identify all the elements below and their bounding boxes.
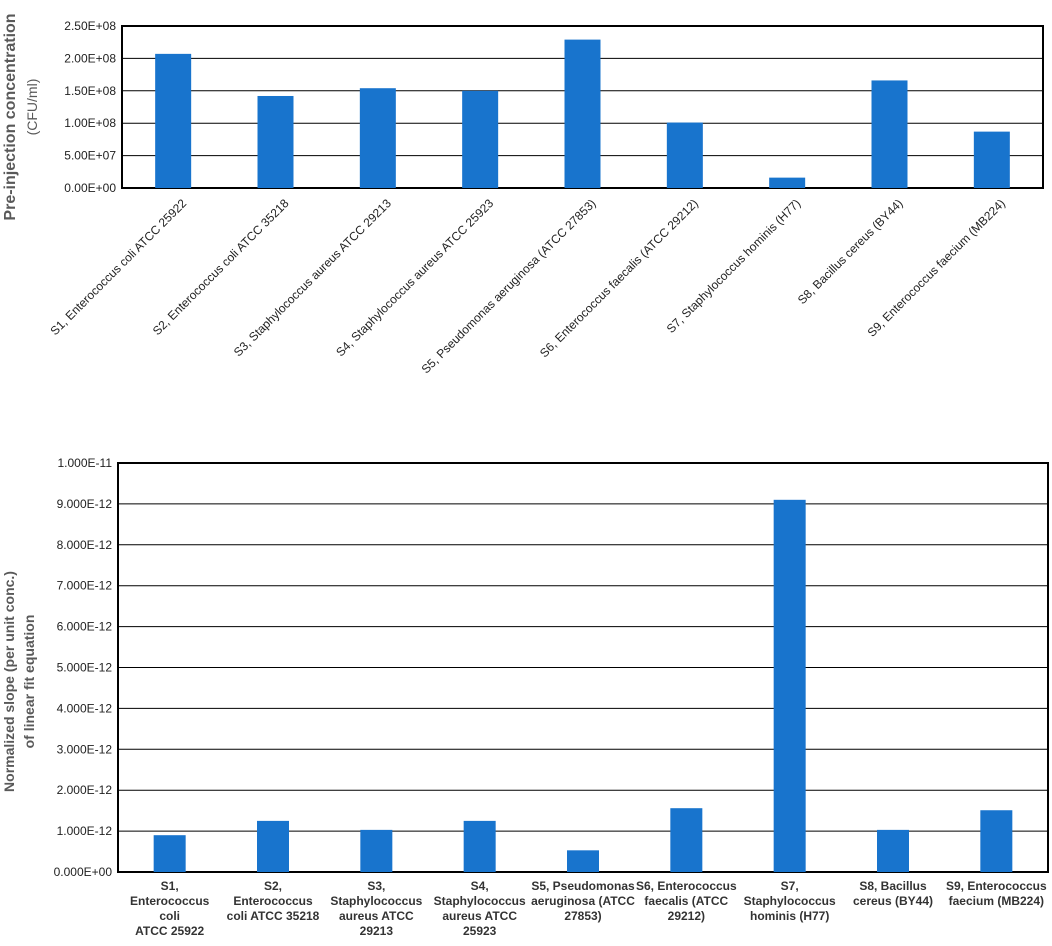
y-tick-label: 9.000E-12	[57, 497, 113, 511]
x-tick-label: 29212)	[668, 909, 705, 923]
bar	[973, 131, 1010, 188]
x-tick-label: S6, Enterococcus	[636, 879, 737, 893]
x-tick-label: S9, Enterococcus	[946, 879, 1047, 893]
bar	[773, 499, 806, 872]
bar	[153, 835, 186, 872]
x-tick-label: S8, Bacillus cereus (BY44)	[795, 196, 906, 307]
y-tick-label: 2.00E+08	[64, 51, 116, 65]
x-tick-label: S5, Pseudomonas	[531, 879, 635, 893]
x-tick-label: faecalis (ATCC	[644, 894, 728, 908]
y-tick-label: 2.000E-12	[57, 783, 113, 797]
x-tick-label: aeruginosa (ATCC	[531, 894, 635, 908]
x-tick-label: S4, Staphylococcus aureus ATCC 25923	[333, 196, 496, 359]
y-tick-label: 4.000E-12	[57, 701, 113, 715]
y-tick-label: 5.00E+07	[64, 149, 116, 163]
x-tick-label: S4,	[471, 879, 489, 893]
x-tick-label: S3,	[367, 879, 385, 893]
x-tick-label: ATCC 25922	[135, 924, 204, 938]
bar	[980, 810, 1013, 872]
bar	[462, 90, 499, 188]
bar	[670, 808, 703, 872]
y-tick-label: 1.50E+08	[64, 84, 116, 98]
x-tick-label: faecium (MB224)	[949, 894, 1044, 908]
x-tick-label: hominis (H77)	[750, 909, 829, 923]
x-tick-label: Enterococcus	[233, 894, 313, 908]
y-axis-label-line2: of linear fit equation	[21, 615, 37, 749]
bar	[564, 39, 601, 188]
y-tick-label: 2.50E+08	[64, 19, 116, 33]
x-tick-label: S5, Pseudomonas aeruginosa (ATCC 27853)	[419, 196, 599, 376]
y-axis-label-unit: (CFU/ml)	[24, 79, 40, 136]
y-tick-label: 3.000E-12	[57, 742, 113, 756]
bar	[877, 829, 909, 872]
chart-top: 0.00E+00 5.00E+07 1.00E+08 1.50E+08 2.00E+08…	[2, 13, 1044, 376]
bar	[359, 88, 396, 188]
x-tick-label: S2,	[264, 879, 282, 893]
y-tick-label: 1.000E-12	[57, 824, 113, 838]
x-tick-label: 25923	[463, 924, 497, 938]
x-tick-label: Staphylococcus	[744, 894, 836, 908]
y-tick-label: 1.00E+08	[64, 116, 116, 130]
x-tick-label: Staphylococcus	[330, 894, 422, 908]
y-tick-label: 5.000E-12	[57, 661, 113, 675]
x-tick-label: cereus (BY44)	[853, 894, 933, 908]
bar	[155, 53, 192, 188]
y-axis-label: Pre-injection concentration	[2, 13, 19, 220]
x-tick-label: aureus ATCC	[442, 909, 517, 923]
x-tick-label: S6, Enterococcus faecalis (ATCC 29212)	[537, 196, 701, 360]
x-tick-label: S1,	[161, 879, 179, 893]
x-tick-label: S3, Staphylococcus aureus ATCC 29213	[231, 196, 394, 359]
chart-bottom: 0.000E+00 1.000E-12 2.000E-12 3.000E-12 4.00…	[1, 456, 1049, 938]
x-tick-label: coli ATCC 35218	[227, 909, 320, 923]
bar	[871, 80, 908, 188]
bar	[257, 95, 294, 188]
x-tick-label: S7,	[781, 879, 799, 893]
y-tick-label: 1.000E-11	[58, 456, 113, 470]
bar	[360, 829, 393, 872]
x-tick-label: 27853)	[564, 909, 601, 923]
bar	[769, 177, 806, 188]
y-tick-label: 6.000E-12	[57, 620, 113, 634]
x-tick-label: S8, Bacillus	[859, 879, 927, 893]
y-tick-label: 8.000E-12	[57, 538, 113, 552]
y-tick-label: 0.00E+00	[64, 181, 116, 195]
x-tick-label: Staphylococcus	[434, 894, 526, 908]
x-tick-label: coli	[159, 909, 180, 923]
y-axis-label: Normalized slope (per unit conc.)	[1, 571, 17, 792]
x-tick-label: aureus ATCC	[339, 909, 414, 923]
bar	[463, 820, 496, 872]
x-tick-label: 29213	[360, 924, 394, 938]
bar	[257, 820, 289, 872]
y-tick-label: 7.000E-12	[57, 579, 113, 593]
y-tick-label: 0.000E+00	[54, 865, 113, 879]
bar	[567, 850, 599, 872]
x-tick-label: Enterococcus	[130, 894, 210, 908]
bar	[666, 122, 703, 188]
